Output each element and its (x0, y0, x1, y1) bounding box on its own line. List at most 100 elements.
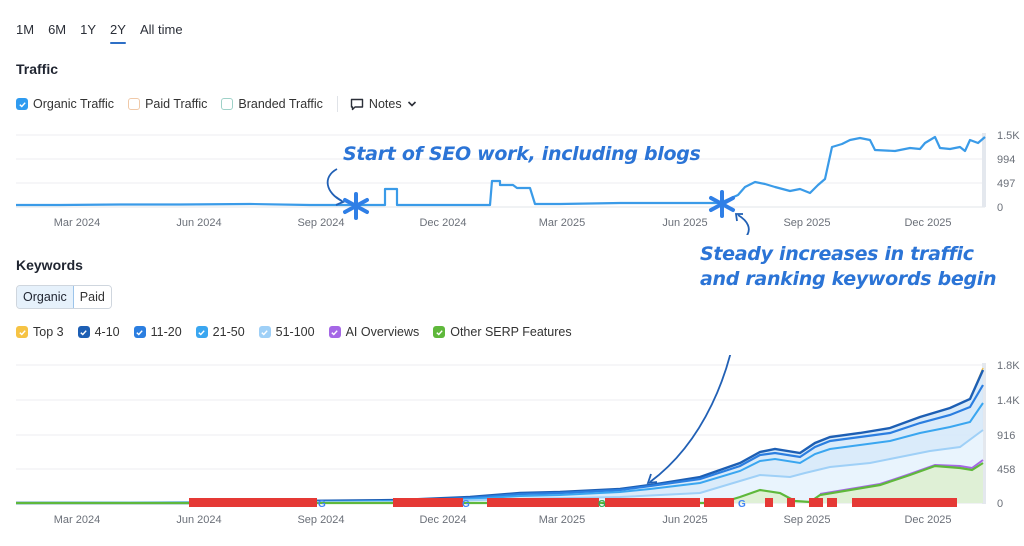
svg-text:Mar 2025: Mar 2025 (539, 514, 585, 526)
annotation-line: and ranking keywords begin (700, 268, 997, 290)
svg-text:994: 994 (997, 154, 1015, 166)
annotation-arrow-icon (649, 355, 731, 483)
annotation-start-seo: Start of SEO work, including blogs (343, 143, 701, 165)
legend-label: 4-10 (94, 325, 120, 339)
notes-dropdown[interactable]: Notes (350, 97, 417, 111)
legend-11-20[interactable]: 11-20 (133, 325, 182, 339)
google-update-icon: G G G G (318, 499, 746, 510)
notes-label: Notes (368, 97, 402, 111)
traffic-y-axis: 1.5K 994 497 0 (997, 130, 1020, 214)
traffic-x-axis: Mar 2024 Jun 2024 Sep 2024 Dec 2024 Mar … (54, 217, 952, 229)
area-keywords-51-100 (16, 430, 983, 503)
svg-text:1.4K: 1.4K (997, 395, 1020, 407)
svg-text:Jun 2025: Jun 2025 (662, 217, 707, 229)
svg-text:Sep 2024: Sep 2024 (297, 217, 344, 229)
legend-branded-traffic[interactable]: Branded Traffic (221, 97, 323, 111)
svg-text:Mar 2025: Mar 2025 (539, 217, 585, 229)
period-tab-1y[interactable]: 1Y (80, 22, 97, 37)
asterisk-marker-icon (343, 192, 369, 220)
legend-label: Organic Traffic (33, 97, 115, 111)
checkbox-checked-icon[interactable] (195, 326, 208, 338)
svg-text:0: 0 (997, 202, 1003, 214)
legend-other-serp-features[interactable]: Other SERP Features (433, 325, 572, 339)
svg-text:G: G (462, 499, 470, 510)
line-21-50 (15, 402, 984, 504)
legend-label: Branded Traffic (238, 97, 323, 111)
svg-text:916: 916 (997, 430, 1015, 442)
arrowhead-icon (335, 196, 345, 206)
legend-top-3[interactable]: Top 3 (16, 325, 64, 339)
asterisk-marker-icon (709, 190, 735, 218)
period-tab-all-time[interactable]: All time (139, 22, 183, 37)
svg-text:458: 458 (997, 464, 1015, 476)
legend-21-50[interactable]: 21-50 (195, 325, 245, 339)
organic-traffic-line (16, 135, 986, 207)
legend-organic-traffic[interactable]: Organic Traffic (16, 97, 114, 111)
keywords-x-axis: Mar 2024 Jun 2024 Sep 2024 Dec 2024 Mar … (54, 514, 952, 526)
checkbox-checked-icon[interactable] (433, 326, 446, 338)
keywords-type-toggle: Organic Paid (16, 285, 112, 309)
checkbox-checked-icon[interactable] (133, 326, 146, 338)
annotation-steady-increase: Steady increases in traffic and ranking … (700, 242, 997, 292)
chart-edge (982, 133, 986, 207)
svg-text:Dec 2024: Dec 2024 (419, 217, 466, 229)
legend-51-100[interactable]: 51-100 (258, 325, 315, 339)
line-other-serp-features (16, 462, 984, 505)
checkbox-empty-icon[interactable] (128, 98, 141, 110)
checkbox-checked-icon[interactable] (16, 326, 28, 338)
svg-text:497: 497 (997, 178, 1015, 190)
annotation-line: Steady increases in traffic (700, 243, 974, 265)
arrowhead-icon (646, 473, 658, 485)
traffic-chart: 1.5K 994 497 0 Mar 2024 Jun 2024 Sep 202… (16, 130, 1020, 235)
line-11-20 (15, 384, 984, 505)
svg-text:Jun 2025: Jun 2025 (662, 514, 707, 526)
svg-text:Sep 2024: Sep 2024 (297, 514, 344, 526)
checkbox-checked-icon[interactable] (16, 98, 28, 110)
checkbox-empty-icon[interactable] (221, 98, 234, 110)
period-tab-1m[interactable]: 1M (16, 22, 35, 37)
keywords-title: Keywords (16, 257, 83, 273)
svg-text:1.5K: 1.5K (997, 130, 1020, 142)
keywords-chart: G G G G 1.8K 1.4K 916 458 0 Mar 2024 Jun… (15, 355, 1020, 526)
period-tab-6m[interactable]: 6M (48, 22, 67, 37)
period-tabs: 1M 6M 1Y 2Y All time (16, 22, 197, 44)
svg-text:0: 0 (997, 498, 1003, 510)
toggle-organic[interactable]: Organic (17, 286, 74, 308)
legend-label: Paid Traffic (145, 97, 208, 111)
svg-text:1.8K: 1.8K (997, 360, 1020, 372)
svg-text:G: G (738, 499, 746, 510)
serp-flag-markers (189, 498, 957, 507)
arrowhead-icon (734, 213, 743, 222)
legend-ai-overviews[interactable]: AI Overviews (328, 325, 420, 339)
toggle-paid[interactable]: Paid (73, 286, 111, 308)
legend-label: Other SERP Features (450, 325, 572, 339)
svg-text:Mar 2024: Mar 2024 (54, 514, 100, 526)
legend-paid-traffic[interactable]: Paid Traffic (128, 97, 207, 111)
keywords-legend: Top 3 4-10 11-20 21-50 51-100 AI Overvie… (16, 325, 586, 339)
checkbox-checked-icon[interactable] (328, 326, 341, 338)
svg-text:Jun 2024: Jun 2024 (176, 217, 221, 229)
legend-label: 21-50 (212, 325, 245, 339)
svg-text:Mar 2024: Mar 2024 (54, 217, 100, 229)
legend-4-10[interactable]: 4-10 (77, 325, 120, 339)
period-tab-2y[interactable]: 2Y (110, 22, 126, 44)
svg-text:Dec 2025: Dec 2025 (904, 217, 951, 229)
svg-text:Jun 2024: Jun 2024 (176, 514, 221, 526)
annotation-arrow-icon (737, 214, 750, 235)
divider (336, 96, 338, 112)
svg-text:G: G (598, 499, 606, 510)
chart-edge (982, 363, 986, 504)
svg-text:Sep 2025: Sep 2025 (783, 514, 830, 526)
chevron-down-icon (407, 101, 416, 107)
legend-label: AI Overviews (345, 325, 420, 339)
keywords-y-axis: 1.8K 1.4K 916 458 0 (997, 360, 1020, 510)
svg-text:G: G (318, 499, 326, 510)
legend-label: Top 3 (33, 325, 64, 339)
traffic-legend: Organic Traffic Paid Traffic Branded Tra… (16, 96, 417, 112)
svg-text:Dec 2025: Dec 2025 (904, 514, 951, 526)
legend-label: 11-20 (150, 325, 182, 339)
notes-icon (350, 98, 364, 110)
svg-text:Dec 2024: Dec 2024 (419, 514, 466, 526)
checkbox-checked-icon[interactable] (258, 326, 271, 338)
checkbox-checked-icon[interactable] (77, 326, 90, 338)
